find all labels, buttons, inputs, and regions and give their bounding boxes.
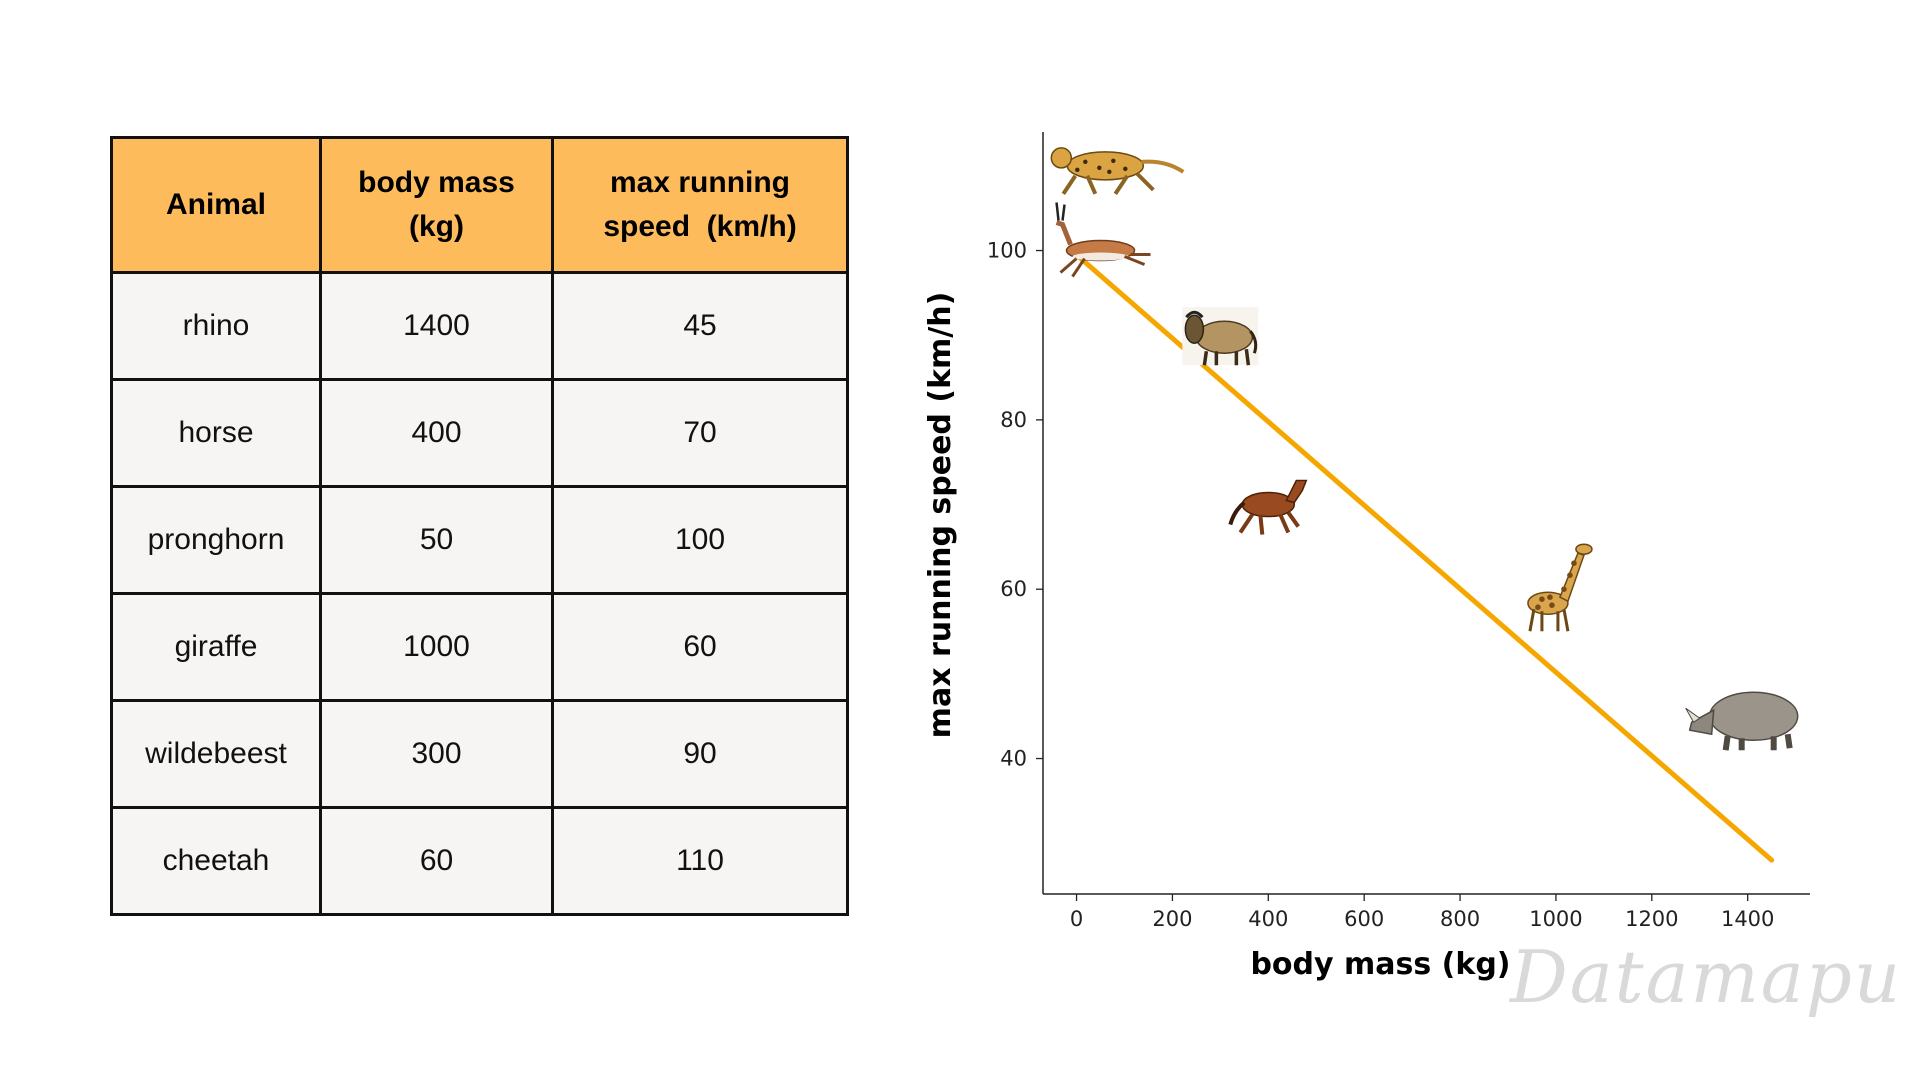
x-tick-label: 400 bbox=[1248, 907, 1288, 931]
x-tick-label: 1000 bbox=[1529, 907, 1582, 931]
cheetah-icon bbox=[1050, 147, 1185, 195]
horse-icon bbox=[1228, 479, 1308, 535]
cell-max-speed: 45 bbox=[551, 271, 849, 381]
cell-max-speed: 110 bbox=[551, 806, 849, 916]
y-tick-label: 80 bbox=[1000, 408, 1027, 432]
table-row: wildebeest 300 90 bbox=[110, 699, 849, 809]
x-tick-label: 600 bbox=[1344, 907, 1384, 931]
cell-max-speed: 60 bbox=[551, 592, 849, 702]
cell-body-mass: 50 bbox=[319, 485, 554, 595]
cell-max-speed: 100 bbox=[551, 485, 849, 595]
table-row: pronghorn 50 100 bbox=[110, 485, 849, 595]
cell-animal: pronghorn bbox=[110, 485, 322, 595]
table-header-row: Animal body mass (kg) max running speed (k… bbox=[110, 136, 849, 274]
rhino-icon bbox=[1685, 691, 1799, 751]
cell-animal: wildebeest bbox=[110, 699, 322, 809]
cell-animal: rhino bbox=[110, 271, 322, 381]
cell-body-mass: 60 bbox=[319, 806, 554, 916]
pronghorn-icon bbox=[1055, 202, 1151, 278]
cell-body-mass: 1400 bbox=[319, 271, 554, 381]
cell-animal: giraffe bbox=[110, 592, 322, 702]
data-table: Animal body mass (kg) max running speed (k… bbox=[110, 136, 849, 916]
header-max-speed: max running speed (km/h) bbox=[551, 136, 849, 274]
y-axis-label: max running speed (km/h) bbox=[923, 292, 958, 739]
x-tick-label: 1200 bbox=[1625, 907, 1678, 931]
cell-animal: cheetah bbox=[110, 806, 322, 916]
x-axis-label: body mass (kg) bbox=[1250, 947, 1510, 982]
chart-svg: 0 200 400 600 800 1000 1200 1400 40 60 80 100 body m… bbox=[923, 132, 1810, 982]
x-tick-label: 800 bbox=[1440, 907, 1480, 931]
x-tick-label: 0 bbox=[1070, 907, 1083, 931]
giraffe-icon bbox=[1527, 543, 1593, 632]
cell-animal: horse bbox=[110, 378, 322, 488]
table-row: cheetah 60 110 bbox=[110, 806, 849, 916]
x-tick-label: 1400 bbox=[1721, 907, 1774, 931]
y-tick-label: 40 bbox=[1000, 747, 1027, 771]
data-table-container: Animal body mass (kg) max running speed (k… bbox=[110, 136, 849, 916]
header-animal: Animal bbox=[110, 136, 322, 274]
scatter-chart: 0 200 400 600 800 1000 1200 1400 40 60 80 100 body m… bbox=[900, 110, 1860, 1030]
table-row: horse 400 70 bbox=[110, 378, 849, 488]
y-tick-label: 100 bbox=[987, 239, 1027, 263]
cell-body-mass: 400 bbox=[319, 378, 554, 488]
wildebeest-icon bbox=[1182, 307, 1259, 366]
cell-body-mass: 1000 bbox=[319, 592, 554, 702]
y-tick-label: 60 bbox=[1000, 577, 1027, 601]
cell-max-speed: 70 bbox=[551, 378, 849, 488]
trend-line bbox=[1074, 252, 1775, 863]
cell-body-mass: 300 bbox=[319, 699, 554, 809]
header-body-mass: body mass (kg) bbox=[319, 136, 554, 274]
x-tick-label: 200 bbox=[1152, 907, 1192, 931]
table-row: giraffe 1000 60 bbox=[110, 592, 849, 702]
watermark-logo: Datamapu bbox=[1510, 935, 1903, 1019]
cell-max-speed: 90 bbox=[551, 699, 849, 809]
table-row: rhino 1400 45 bbox=[110, 271, 849, 381]
